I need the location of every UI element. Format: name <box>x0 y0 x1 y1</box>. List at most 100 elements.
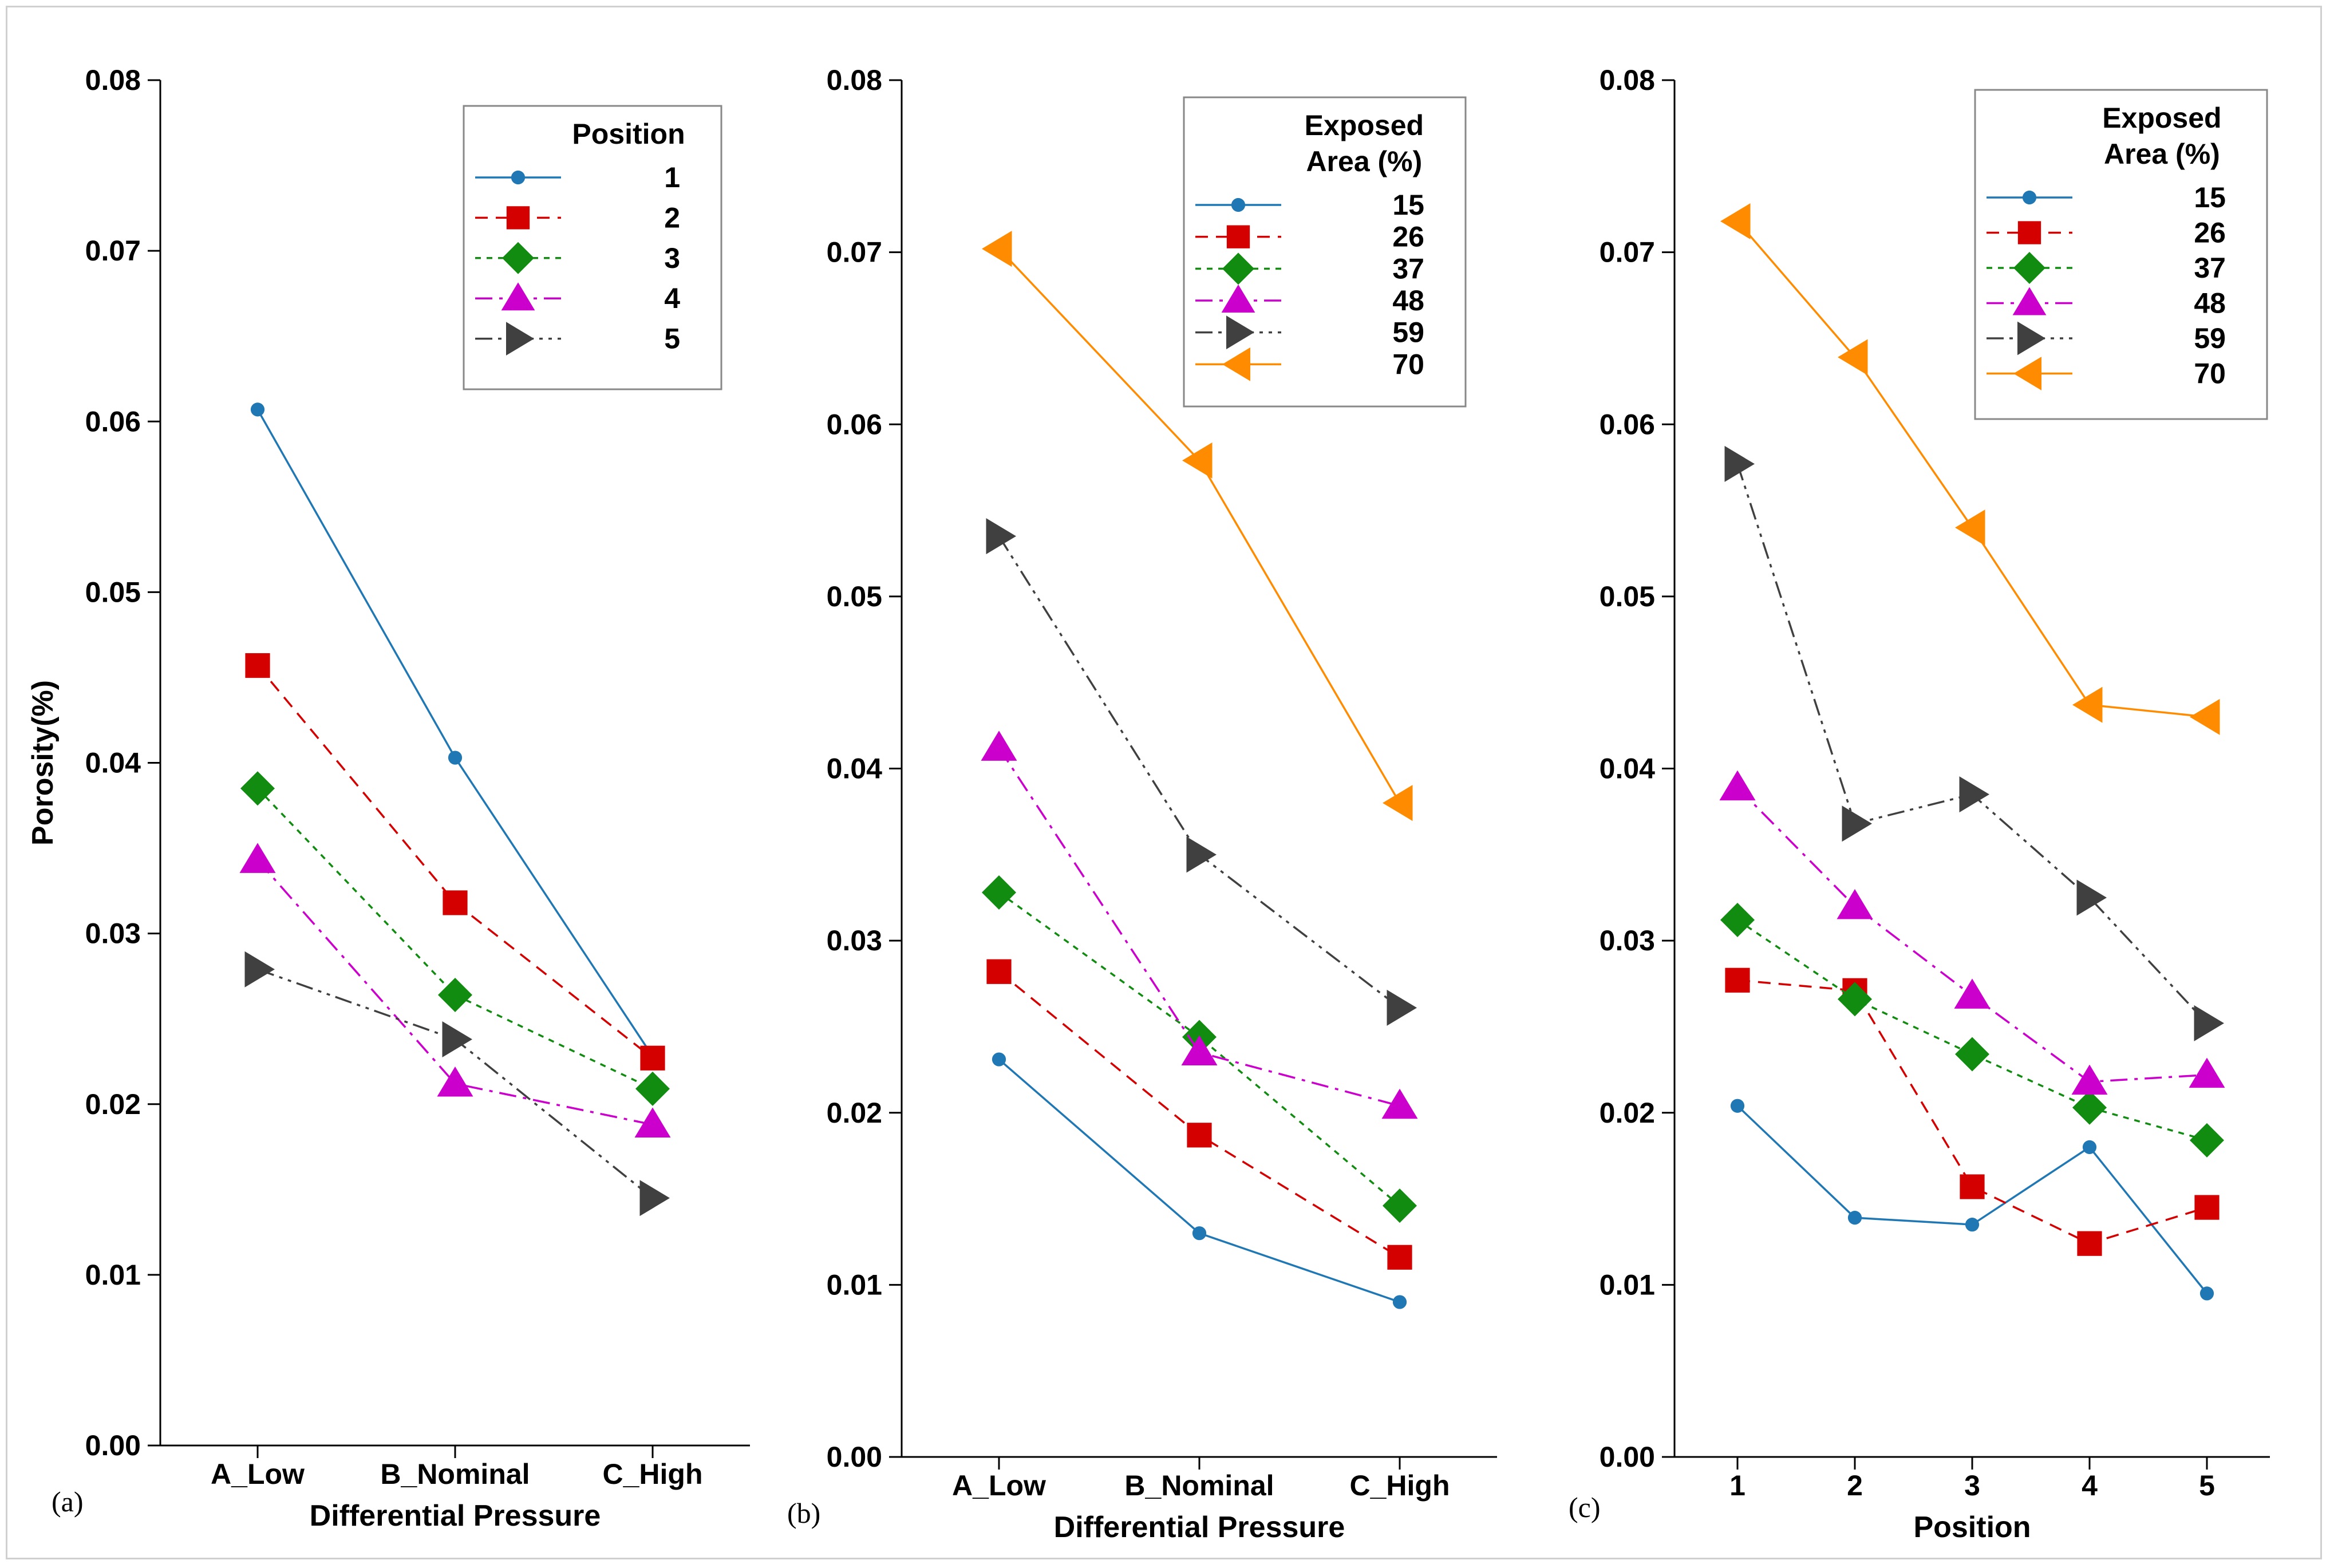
data-point <box>1720 203 1751 240</box>
y-tick-label: 0.05 <box>827 580 882 613</box>
panel-label: (c) <box>1569 1491 1601 1523</box>
legend-label: 70 <box>1392 348 1424 380</box>
x-axis-title: Differential Pressure <box>310 1499 601 1533</box>
data-point <box>1838 982 1872 1017</box>
series-15 <box>1730 1099 2214 1301</box>
legend-label: 37 <box>1392 252 1424 285</box>
legend-marker <box>511 170 526 185</box>
data-point <box>1387 1245 1412 1270</box>
legend-marker <box>1226 315 1254 350</box>
x-tick-label: 3 <box>1964 1470 1980 1502</box>
x-tick-label: C_High <box>1350 1470 1450 1502</box>
data-point <box>1730 1099 1745 1113</box>
legend-label: 15 <box>2194 181 2226 214</box>
legend-label: 26 <box>1392 221 1424 253</box>
legend-marker <box>1226 225 1250 248</box>
data-point <box>2194 1195 2220 1220</box>
series-line <box>1737 919 2207 1142</box>
data-point <box>442 1021 472 1057</box>
chart-panel-1: 0.00 0.01 0.02 0.03 0.04 0.05 0.06 0.07 0.08 A_Lo… <box>26 64 750 1533</box>
series-70 <box>1720 203 2220 735</box>
y-tick-label: 0.03 <box>85 918 141 950</box>
data-point <box>1192 1226 1207 1241</box>
data-point <box>1959 776 1989 813</box>
data-point <box>1383 785 1413 821</box>
legend-label: 5 <box>664 323 680 355</box>
series-line <box>256 665 654 1059</box>
y-tick-label: 0.00 <box>1600 1441 1655 1473</box>
data-point <box>1847 1211 1862 1225</box>
series-15 <box>992 1052 1407 1309</box>
data-point <box>634 1107 671 1138</box>
y-tick-label: 0.06 <box>85 405 141 437</box>
legend-title: Area (%) <box>1306 145 1422 177</box>
y-tick-label: 0.04 <box>85 747 141 779</box>
data-point <box>240 771 275 806</box>
series-line <box>1736 1105 2208 1294</box>
legend-title: Exposed <box>1305 109 1424 141</box>
data-point <box>982 231 1012 267</box>
y-tick-label: 0.02 <box>1600 1097 1655 1129</box>
data-point <box>1387 989 1417 1026</box>
y-tick-label: 0.07 <box>827 236 882 268</box>
series-line <box>998 891 1401 1207</box>
legend-marker <box>506 322 534 356</box>
y-tick-label: 0.01 <box>85 1259 141 1291</box>
y-tick-label: 0.02 <box>827 1097 882 1129</box>
data-point <box>2190 698 2220 735</box>
y-tick-label: 0.05 <box>85 576 141 608</box>
x-tick-label: C_High <box>603 1458 703 1490</box>
legend-marker <box>1221 285 1255 313</box>
y-tick-label: 0.01 <box>1600 1269 1655 1301</box>
series-48 <box>1719 770 2225 1095</box>
data-point <box>1837 889 1873 919</box>
legend-marker <box>2013 357 2041 390</box>
y-tick-label: 0.03 <box>827 925 882 957</box>
x-axis-title: Differential Pressure <box>1054 1511 1345 1544</box>
y-tick-label: 0.00 <box>85 1429 141 1462</box>
series-5 <box>244 951 670 1217</box>
legend-marker <box>1222 252 1254 285</box>
legend-marker <box>2022 190 2037 205</box>
data-point <box>986 518 1016 555</box>
y-tick-label: 0.08 <box>827 64 882 96</box>
data-point <box>2190 1123 2224 1158</box>
data-point <box>1383 1188 1417 1223</box>
series-line <box>1737 979 2207 1245</box>
data-point <box>640 1045 665 1071</box>
legend-title: Exposed <box>2102 102 2221 134</box>
legend-box <box>1974 89 2268 420</box>
data-point <box>2072 1090 2107 1125</box>
data-point <box>639 1180 670 1217</box>
y-tick-label: 0.00 <box>827 1441 882 1473</box>
panel-label: (b) <box>787 1497 820 1529</box>
legend-marker <box>1222 347 1250 381</box>
series-59 <box>1724 445 2224 1041</box>
x-tick-label: 2 <box>1847 1470 1863 1502</box>
legend-label: 15 <box>1392 189 1424 221</box>
x-tick-label: B_Nominal <box>1124 1470 1274 1502</box>
data-point <box>437 1066 473 1097</box>
legend-label: 2 <box>664 202 680 234</box>
legend-label: 59 <box>1392 317 1424 349</box>
y-tick-label: 0.04 <box>1600 753 1656 785</box>
x-tick-label: 5 <box>2199 1470 2215 1502</box>
series-59 <box>986 518 1417 1026</box>
legend-title: Area (%) <box>2104 138 2220 170</box>
series-1 <box>250 402 660 1064</box>
x-axis-title: Position <box>1913 1511 2031 1544</box>
data-point <box>1838 339 1868 376</box>
x-tick-label: 4 <box>2082 1470 2098 1502</box>
y-tick-label: 0.04 <box>827 753 883 785</box>
series-line <box>998 970 1400 1258</box>
legend-label: 37 <box>2194 252 2226 284</box>
data-point <box>2071 1064 2108 1095</box>
legend-marker <box>2013 252 2045 284</box>
legend-marker <box>501 282 535 311</box>
legend-marker <box>502 242 534 274</box>
series-26 <box>986 959 1412 1270</box>
data-point <box>1965 1218 1980 1232</box>
chart-panel-2: 0.00 0.01 0.02 0.03 0.04 0.05 0.06 0.07 0.08 A_Lo… <box>787 64 1497 1544</box>
